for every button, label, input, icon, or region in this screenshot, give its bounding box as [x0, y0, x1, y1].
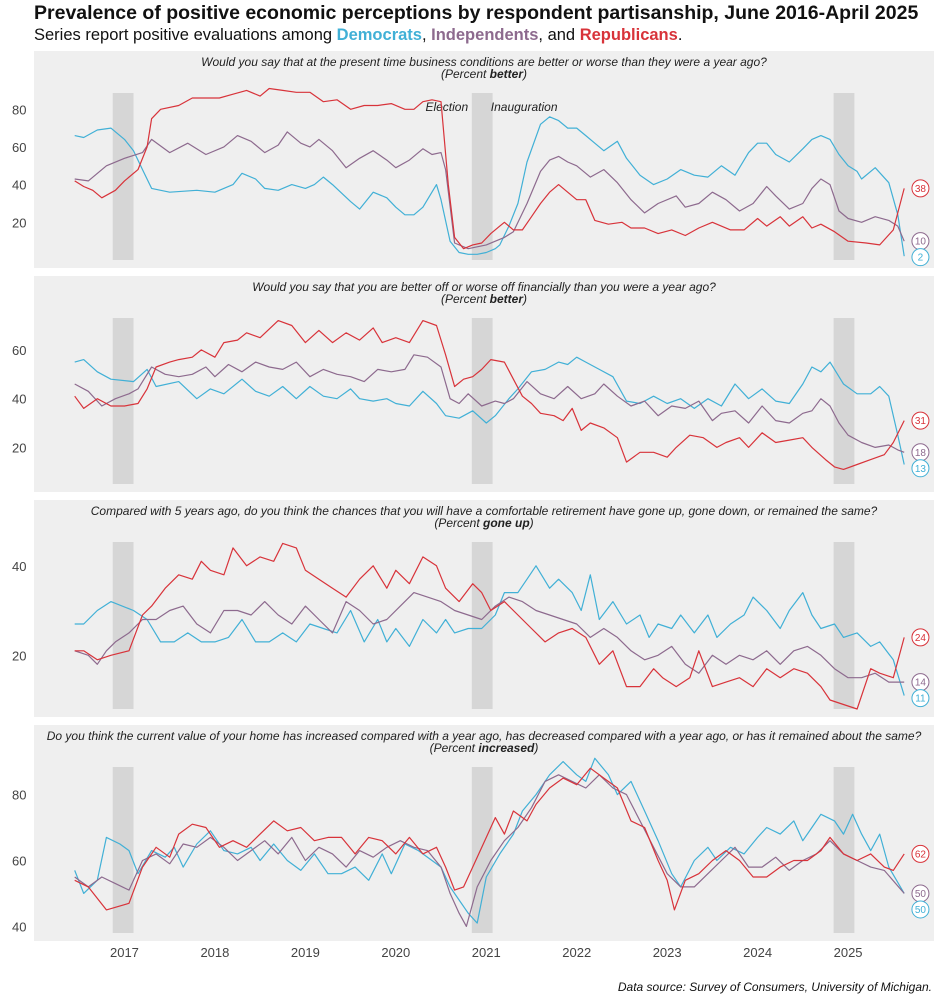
y-tick-label: 20 [12, 648, 26, 663]
panel-subtitle: (Percent better) [441, 67, 527, 81]
election-band [833, 318, 855, 484]
end-label-dem: 2 [918, 253, 924, 264]
x-tick-label: 2021 [472, 945, 501, 960]
election-band [471, 542, 493, 709]
panel-subtitle-suffix: ) [532, 741, 538, 755]
election-band [471, 767, 493, 933]
panel-subtitle: (Percent gone up) [434, 516, 533, 530]
election-band [833, 93, 855, 260]
y-tick-label: 80 [12, 102, 26, 117]
y-tick-label: 60 [12, 140, 26, 155]
election-band [112, 542, 134, 709]
election-band [833, 767, 855, 933]
end-label-marker-rep [911, 844, 930, 863]
y-tick-label: 60 [12, 343, 26, 358]
end-label-dem: 50 [915, 905, 927, 916]
end-label-marker-dem [911, 248, 930, 267]
x-tick-label: 2025 [834, 945, 863, 960]
panel-subtitle: (Percent better) [441, 292, 527, 306]
end-label-rep: 24 [915, 633, 927, 644]
legend-democrats: Democrats [336, 26, 422, 44]
panel-subtitle-prefix: (Percent [430, 741, 479, 755]
end-label-ind: 18 [915, 448, 927, 459]
end-label-marker-rep [911, 411, 930, 430]
y-tick-label: 20 [12, 215, 26, 230]
election-band [833, 542, 855, 709]
end-label-rep: 38 [915, 184, 927, 195]
end-label-ind: 14 [915, 678, 927, 689]
election-band [112, 318, 134, 484]
series-line-ind [74, 354, 905, 453]
legend-republicans: Republicans [579, 26, 678, 44]
y-tick-label: 60 [12, 853, 26, 868]
end-label-rep: 62 [915, 849, 927, 860]
x-tick-label: 2018 [200, 945, 229, 960]
panel-subtitle: (Percent increased) [430, 741, 539, 755]
series-line-dem [74, 757, 905, 924]
end-label-marker-dem [911, 900, 930, 919]
series-line-dem [74, 356, 905, 465]
series-line-rep [74, 767, 905, 911]
y-tick-label: 40 [12, 392, 26, 407]
event-annotation: Inauguration [491, 100, 558, 114]
series-line-dem [74, 116, 905, 257]
series-line-rep [74, 542, 905, 710]
x-tick-label: 2019 [291, 945, 320, 960]
election-band [471, 93, 493, 260]
panel-subtitle-prefix: (Percent [441, 292, 490, 306]
end-label-ind: 10 [915, 237, 927, 248]
election-band [471, 318, 493, 484]
end-label-marker-rep [911, 179, 930, 198]
series-line-rep [74, 320, 905, 470]
y-tick-label: 20 [12, 440, 26, 455]
event-annotation: Election [425, 100, 468, 114]
panel-subtitle-suffix: ) [528, 516, 534, 530]
x-tick-label: 2017 [110, 945, 139, 960]
panel-subtitle-emphasis: increased [478, 741, 535, 755]
subtitle-end: . [677, 26, 683, 44]
end-label-marker-dem [911, 689, 930, 708]
x-tick-label: 2024 [743, 945, 772, 960]
series-line-rep [74, 87, 905, 250]
panel-subtitle-emphasis: better [490, 292, 525, 306]
end-label-dem: 13 [915, 464, 927, 475]
y-tick-label: 40 [12, 559, 26, 574]
x-tick-label: 2020 [381, 945, 410, 960]
legend-independents: Independents [431, 26, 539, 44]
panel-subtitle-suffix: ) [521, 292, 527, 306]
y-tick-label: 40 [12, 178, 26, 193]
y-tick-label: 80 [12, 788, 26, 803]
y-tick-label: 40 [12, 919, 26, 934]
election-band [112, 767, 134, 933]
series-line-dem [74, 565, 905, 696]
panel-subtitle-emphasis: gone up [482, 516, 530, 530]
chart-title: Prevalence of positive economic percepti… [34, 2, 919, 24]
panel-question: Compared with 5 years ago, do you think … [91, 504, 878, 518]
panel-question: Would you say that you are better off or… [252, 280, 716, 294]
panel-question: Would you say that at the present time b… [201, 55, 767, 69]
election-band [112, 93, 134, 260]
panel-question: Do you think the current value of your h… [47, 729, 922, 743]
end-label-dem: 11 [915, 694, 926, 705]
panel-subtitle-prefix: (Percent [441, 67, 490, 81]
panel-subtitle-emphasis: better [490, 67, 525, 81]
panel-subtitle-prefix: (Percent [434, 516, 483, 530]
end-label-rep: 31 [915, 416, 927, 427]
end-label-ind: 50 [915, 889, 927, 900]
panel-subtitle-suffix: ) [521, 67, 527, 81]
subtitle-prefix: Series report positive evaluations among [34, 26, 337, 44]
x-tick-label: 2023 [653, 945, 682, 960]
x-tick-label: 2022 [562, 945, 591, 960]
end-label-marker-dem [911, 459, 930, 478]
chart-subtitle: Series report positive evaluations among… [34, 26, 682, 45]
end-label-marker-rep [911, 628, 930, 647]
series-line-ind [74, 131, 905, 250]
data-source-note: Data source: Survey of Consumers, Univer… [617, 980, 932, 994]
series-line-ind [74, 592, 905, 683]
subtitle-separator: , [421, 26, 432, 44]
subtitle-separator: , and [538, 26, 580, 44]
